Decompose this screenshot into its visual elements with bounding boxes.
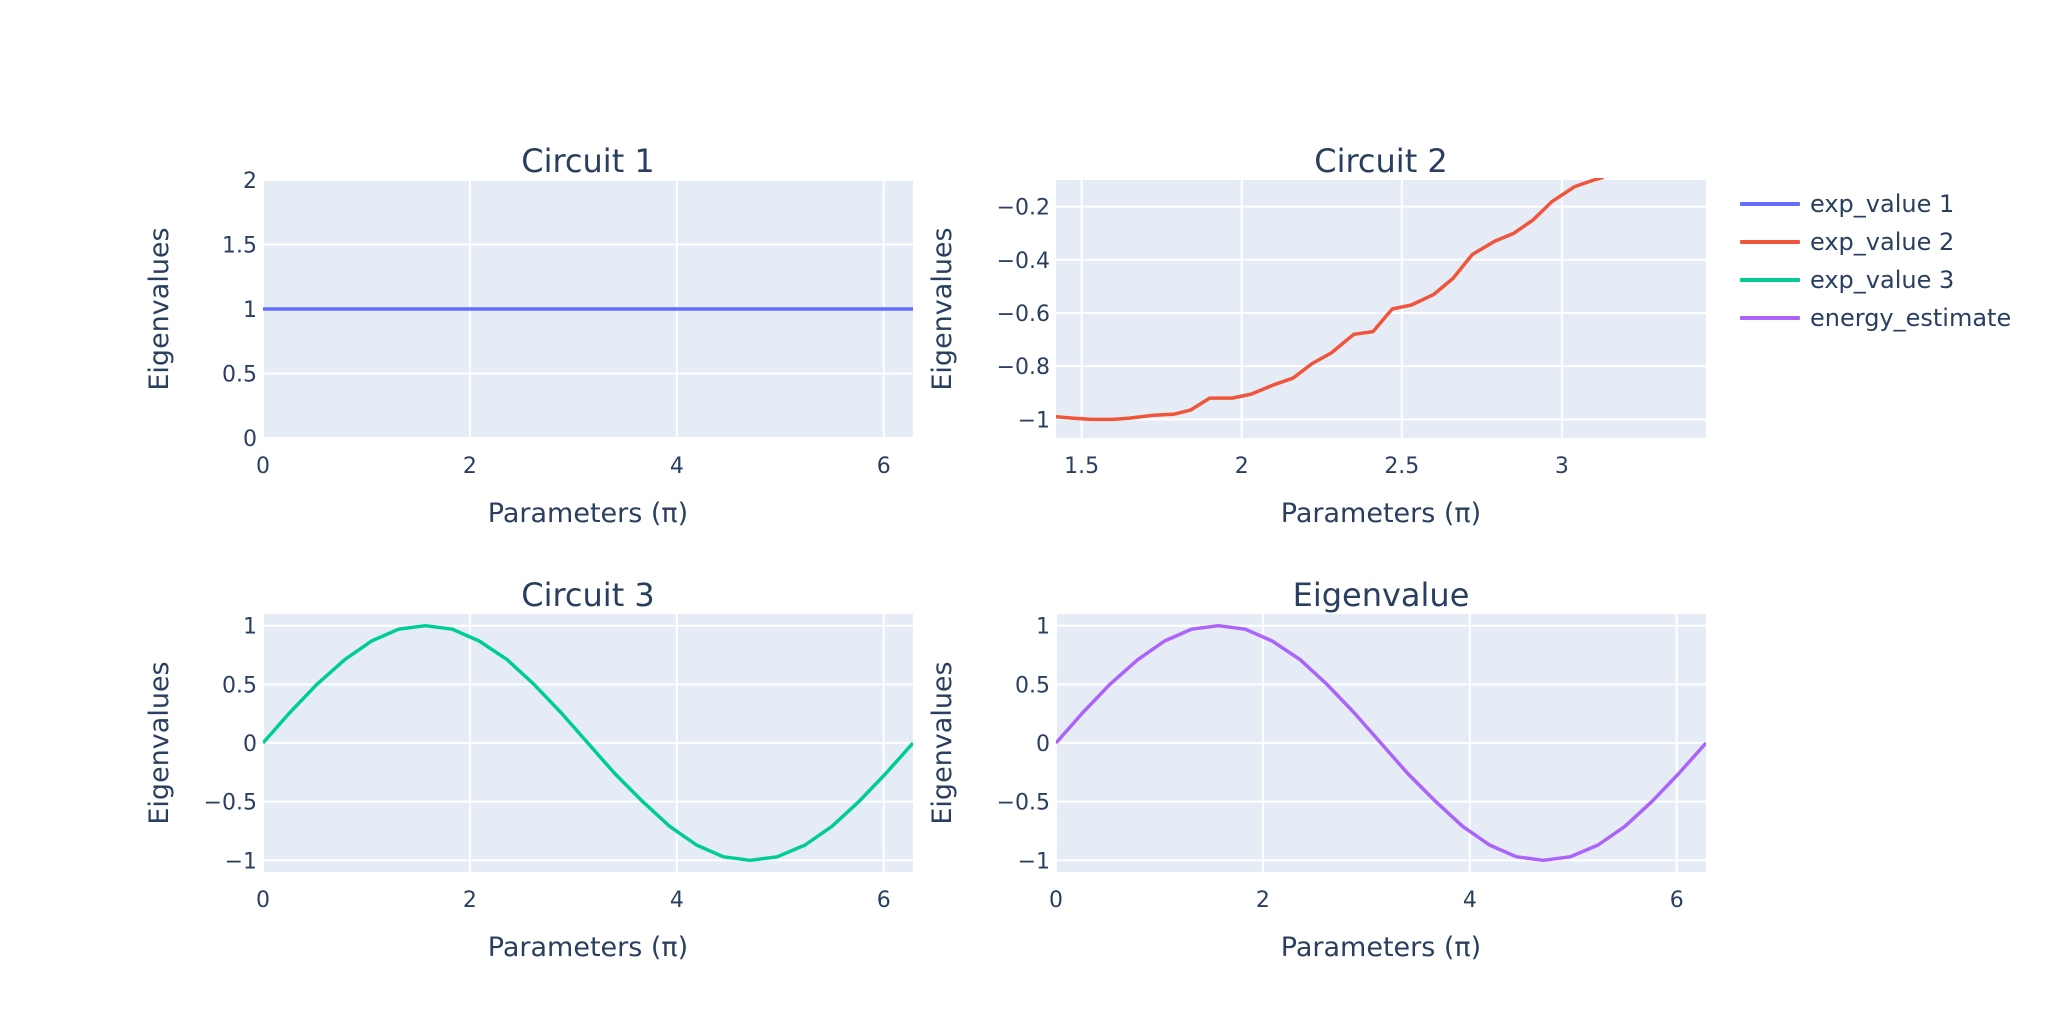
chart-title-4: Eigenvalue	[1293, 576, 1470, 614]
x-tick-label-4-2: 4	[1463, 888, 1477, 913]
y-tick-label-2-1: −0.8	[997, 355, 1050, 380]
x-tick-label-2-1: 2	[1235, 454, 1249, 479]
y-tick-label-4-2: 0	[1036, 732, 1050, 757]
y-tick-label-4-0: −1	[1018, 849, 1050, 874]
y-tick-label-2-3: −0.4	[997, 249, 1050, 274]
y-tick-label-3-3: 0.5	[222, 673, 257, 698]
y-tick-label-2-0: −1	[1018, 408, 1050, 433]
x-tick-label-4-0: 0	[1049, 888, 1063, 913]
y-tick-label-2-4: −0.2	[997, 196, 1050, 221]
legend-label-energy-estimate: energy_estimate	[1810, 304, 2012, 332]
chart-title-1: Circuit 1	[521, 142, 655, 180]
y-tick-label-3-1: −0.5	[204, 791, 257, 816]
chart-title-3: Circuit 3	[521, 576, 655, 614]
y-tick-label-1-1: 0.5	[222, 363, 257, 388]
y-tick-label-1-0: 0	[243, 427, 257, 452]
x-axis-label-3: Parameters (π)	[488, 932, 688, 963]
y-tick-label-2-2: −0.6	[997, 302, 1050, 327]
x-tick-label-3-1: 2	[463, 888, 477, 913]
legend-swatch-exp-value-1	[1740, 202, 1800, 206]
plot-area-2	[1056, 180, 1706, 438]
y-axis-label-4: Eigenvalues	[927, 661, 958, 824]
y-tick-label-3-0: −1	[225, 849, 257, 874]
legend-label-exp-value-2: exp_value 2	[1810, 228, 1955, 256]
legend-swatch-exp-value-3	[1740, 278, 1800, 282]
x-tick-label-2-3: 3	[1555, 454, 1569, 479]
chart-title-2: Circuit 2	[1314, 142, 1448, 180]
x-axis-label-2: Parameters (π)	[1281, 498, 1481, 529]
y-tick-label-4-4: 1	[1036, 615, 1050, 640]
x-tick-label-1-0: 0	[256, 454, 270, 479]
x-tick-label-1-2: 4	[670, 454, 684, 479]
y-tick-label-3-4: 1	[243, 615, 257, 640]
y-tick-label-4-3: 0.5	[1015, 673, 1050, 698]
x-tick-label-2-2: 2.5	[1384, 454, 1419, 479]
y-tick-label-1-2: 1	[243, 298, 257, 323]
x-tick-label-4-3: 6	[1670, 888, 1684, 913]
legend-swatch-exp-value-2	[1740, 240, 1800, 244]
series-line-energy-estimate	[1056, 623, 1706, 863]
x-tick-label-2-0: 1.5	[1064, 454, 1099, 479]
x-tick-label-3-0: 0	[256, 888, 270, 913]
x-tick-label-4-1: 2	[1256, 888, 1270, 913]
y-tick-label-4-1: −0.5	[997, 791, 1050, 816]
y-axis-label-1: Eigenvalues	[144, 227, 175, 390]
x-axis-label-1: Parameters (π)	[488, 498, 688, 529]
y-tick-label-1-4: 2	[243, 169, 257, 194]
x-tick-label-1-1: 2	[463, 454, 477, 479]
y-axis-label-2: Eigenvalues	[927, 227, 958, 390]
x-tick-label-1-3: 6	[877, 454, 891, 479]
legend-swatch-energy-estimate	[1740, 316, 1800, 320]
y-tick-label-3-2: 0	[243, 732, 257, 757]
series-line-exp-value-2	[1056, 178, 1604, 422]
legend-label-exp-value-1: exp_value 1	[1810, 190, 1955, 218]
x-tick-label-3-2: 4	[670, 888, 684, 913]
series-line-exp-value-3	[263, 623, 913, 863]
x-axis-label-4: Parameters (π)	[1281, 932, 1481, 963]
y-axis-label-3: Eigenvalues	[144, 661, 175, 824]
y-tick-label-1-3: 1.5	[222, 234, 257, 259]
legend-label-exp-value-3: exp_value 3	[1810, 266, 1955, 294]
x-tick-label-3-3: 6	[877, 888, 891, 913]
